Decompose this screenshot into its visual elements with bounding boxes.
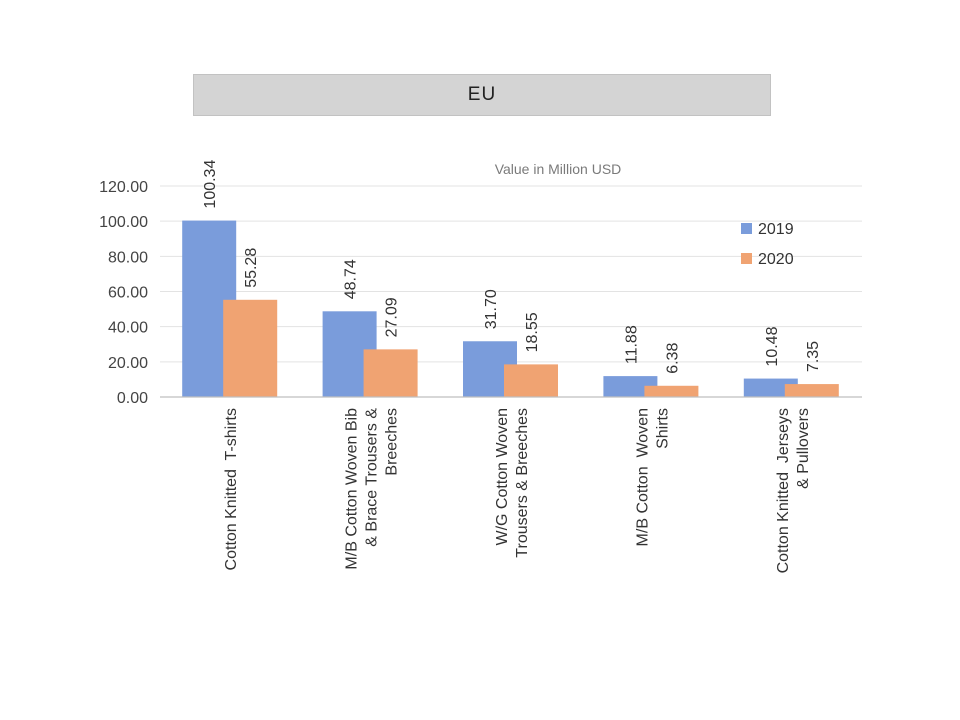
bar-2020 [223,299,278,397]
bar-2019 [603,376,658,397]
bar-2020 [644,385,699,397]
data-label-2020: 18.55 [524,312,541,352]
category-label-line: Trousers & Breeches [514,408,531,558]
legend-swatch-2020 [741,253,752,264]
category-label: M/B Cotton Woven Bib & Brace Trousers & Br… [344,408,401,570]
y-tick-label: 100.00 [99,214,148,231]
data-label-2019: 100.34 [202,160,219,209]
data-label-2020: 55.28 [243,248,260,288]
category-label-line: M/B Cotton Woven Bib [344,408,361,570]
category-label-line: & Pullovers [795,408,812,489]
legend-label-2020: 2020 [758,251,794,268]
category-label-line: Cotton Knitted Jerseys [775,408,792,573]
bar-2020 [504,364,558,397]
category-label-line: Breeches [384,408,401,476]
y-tick-label: 0.00 [117,390,148,407]
category-label-line: Shirts [654,408,671,449]
category-labels: Cotton Knitted T-shirts M/B Cotton Woven … [223,408,812,574]
chart-subtitle: Value in Million USD [495,161,622,177]
data-label-2019: 10.48 [764,326,781,366]
category-label-line: M/B Cotton Woven [634,408,651,546]
category-label: Cotton Knitted Jerseys & Pullovers [775,408,812,573]
category-label-line: W/G Cotton Woven [494,408,511,546]
category-label: Cotton Knitted T-shirts [223,408,240,570]
data-label-2020: 27.09 [384,297,401,337]
chart-title: EU [467,84,497,105]
data-label-2019: 31.70 [483,289,500,329]
y-tick-label: 20.00 [108,355,148,372]
y-axis-ticks: 0.00 20.00 40.00 60.00 80.00 100.00 120.00 [99,179,148,407]
category-label-line: & Brace Trousers & [364,408,381,547]
data-labels: 100.34 55.28 48.74 27.09 31.70 18.55 11.88 6.38… [202,160,822,374]
chart-title-bar: EU [193,74,771,116]
y-tick-label: 120.00 [99,179,148,196]
legend: 2019 2020 [741,221,794,268]
y-tick-label: 60.00 [108,285,148,302]
legend-label-2019: 2019 [758,221,794,238]
bar-2019 [743,378,798,397]
data-label-2019: 11.88 [623,325,640,364]
bars [182,220,839,397]
y-tick-label: 80.00 [108,249,148,266]
data-label-2020: 7.35 [805,341,822,372]
bar-2020 [363,349,418,397]
category-label-line: Cotton Knitted T-shirts [223,408,240,570]
legend-swatch-2019 [741,223,752,234]
bar-2020 [784,384,839,397]
y-tick-label: 40.00 [108,320,148,337]
category-label: M/B Cotton Woven Shirts [634,408,671,546]
data-label-2019: 48.74 [343,259,360,299]
category-label: W/G Cotton Woven Trousers & Breeches [494,408,531,558]
data-label-2020: 6.38 [664,343,681,374]
